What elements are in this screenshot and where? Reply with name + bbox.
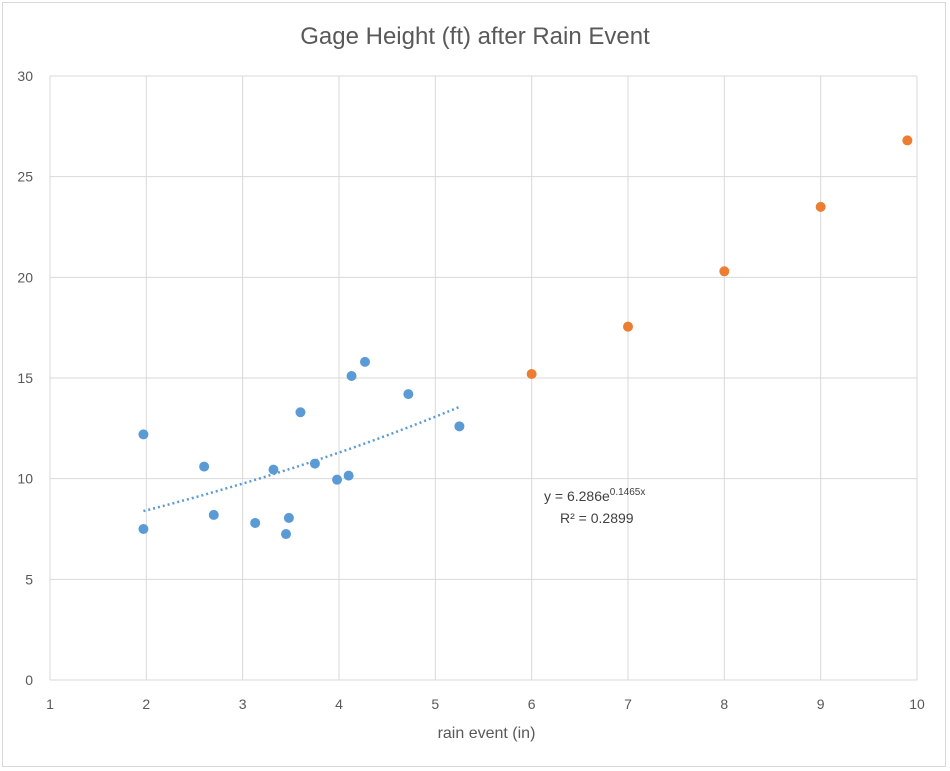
trendline-equation: y = 6.286e0.1465x	[544, 487, 645, 504]
data-point-series-1	[295, 407, 306, 418]
y-tick-label: 0	[25, 672, 33, 688]
data-point-series-1	[454, 421, 465, 432]
data-point-series-1	[250, 517, 261, 528]
y-tick-label: 15	[17, 370, 33, 386]
data-point-series-1	[283, 512, 294, 523]
y-tick-label: 25	[17, 169, 33, 185]
data-point-series-2	[719, 266, 730, 277]
x-tick-label: 1	[46, 696, 54, 712]
data-point-series-2	[902, 135, 913, 146]
x-axis-title: rain event (in)	[437, 725, 536, 742]
x-tick-label: 2	[142, 696, 150, 712]
x-tick-label: 7	[624, 696, 632, 712]
data-point-series-1	[403, 389, 414, 400]
data-point-series-1	[199, 461, 210, 472]
tick-labels: 0 5 10 15 20 25 30 1 2 3 4 5 6 7 8 9 10	[17, 68, 925, 712]
x-tick-label: 10	[909, 696, 925, 712]
trendline-r-squared: R² = 0.2899	[560, 510, 634, 526]
x-tick-label: 4	[335, 696, 343, 712]
x-tick-label: 8	[720, 696, 728, 712]
data-point-series-1	[346, 370, 357, 381]
equation-base: y = 6.286e	[544, 488, 610, 504]
data-point-series-1	[332, 474, 343, 485]
data-point-series-1	[138, 429, 149, 440]
trendline-group	[143, 405, 460, 513]
data-point-series-1	[138, 524, 149, 534]
data-point-series-2	[623, 321, 633, 332]
data-point-series-1	[343, 470, 354, 481]
x-tick-label: 3	[239, 696, 247, 712]
y-tick-label: 20	[17, 269, 33, 285]
data-point-series-1	[208, 509, 219, 520]
data-point-series-1	[268, 464, 279, 475]
chart-title: Gage Height (ft) after Rain Event	[300, 23, 650, 50]
x-tick-label: 5	[431, 696, 439, 712]
data-points	[138, 135, 913, 540]
x-tick-label: 9	[817, 696, 825, 712]
data-point-series-2	[526, 368, 537, 379]
data-point-series-1	[281, 529, 292, 540]
data-point-series-1	[360, 356, 371, 367]
gridlines	[49, 75, 918, 681]
equation-exponent: 0.1465x	[610, 487, 646, 498]
data-point-series-2	[815, 201, 826, 212]
y-tick-label: 5	[25, 571, 33, 587]
trendline	[143, 405, 460, 513]
y-tick-label: 10	[17, 471, 33, 487]
y-tick-label: 30	[17, 68, 33, 84]
x-tick-label: 6	[528, 696, 536, 712]
data-point-series-1	[309, 458, 320, 469]
